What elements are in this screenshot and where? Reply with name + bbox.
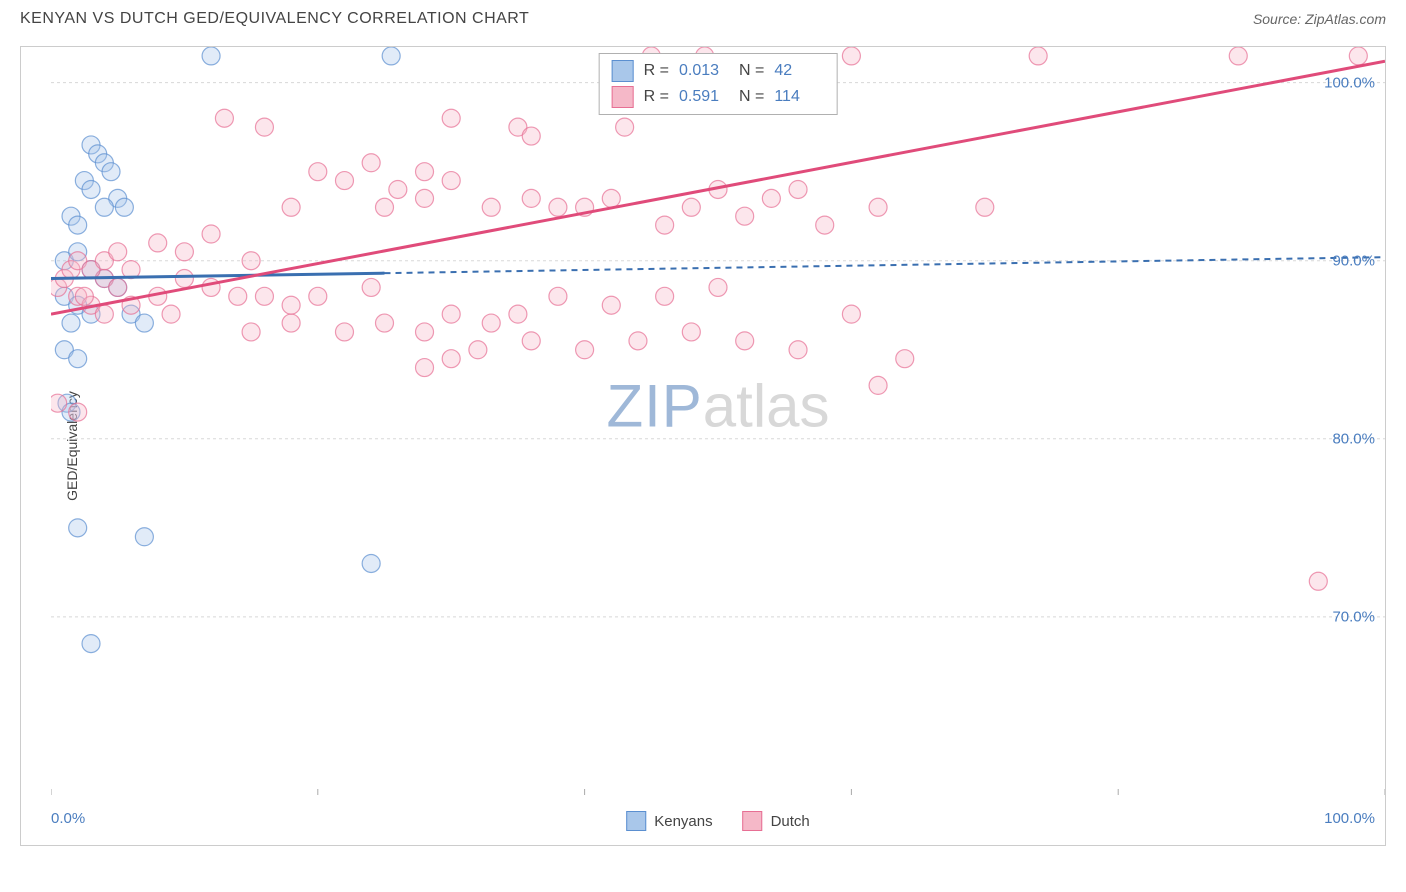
legend-label-kenyans: Kenyans — [654, 813, 712, 830]
chart-container: GED/Equivalency ZIPatlas R = 0.013 N = 4… — [20, 46, 1386, 846]
legend-item-dutch: Dutch — [743, 811, 810, 831]
y-tick-label: 90.0% — [1332, 252, 1375, 269]
legend-swatch-kenyans — [626, 811, 646, 831]
x-min-label: 0.0% — [51, 810, 85, 827]
stats-r-value-dutch: 0.591 — [679, 88, 729, 106]
stats-r-value-kenyans: 0.013 — [679, 62, 729, 80]
y-tick-label: 80.0% — [1332, 430, 1375, 447]
stats-swatch-dutch — [612, 86, 634, 108]
stats-r-label: R = — [644, 62, 669, 80]
source-label: Source: ZipAtlas.com — [1253, 11, 1386, 27]
scatter-svg — [51, 47, 1385, 795]
plot-area: ZIPatlas R = 0.013 N = 42 R = 0.591 N = … — [51, 47, 1385, 795]
stats-legend-box: R = 0.013 N = 42 R = 0.591 N = 114 — [599, 53, 838, 115]
stats-swatch-kenyans — [612, 60, 634, 82]
chart-title: KENYAN VS DUTCH GED/EQUIVALENCY CORRELAT… — [20, 10, 529, 28]
bottom-legend: Kenyans Dutch — [626, 811, 810, 831]
stats-n-value-kenyans: 42 — [774, 62, 824, 80]
stats-r-label: R = — [644, 88, 669, 106]
stats-n-label: N = — [739, 62, 764, 80]
legend-item-kenyans: Kenyans — [626, 811, 712, 831]
y-tick-label: 70.0% — [1332, 608, 1375, 625]
stats-row-dutch: R = 0.591 N = 114 — [612, 84, 825, 110]
legend-swatch-dutch — [743, 811, 763, 831]
legend-label-dutch: Dutch — [771, 813, 810, 830]
y-tick-label: 100.0% — [1324, 74, 1375, 91]
stats-n-label: N = — [739, 88, 764, 106]
x-max-label: 100.0% — [1324, 810, 1375, 827]
x-axis: 0.0% 100.0% Kenyans Dutch — [51, 795, 1385, 845]
stats-row-kenyans: R = 0.013 N = 42 — [612, 58, 825, 84]
stats-n-value-dutch: 114 — [774, 88, 824, 106]
